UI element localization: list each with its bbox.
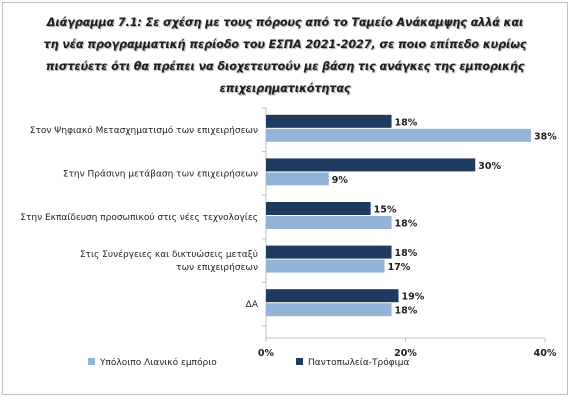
legend-label: Παντοπωλεία-Τρόφιμα [308,357,409,368]
bar [266,158,476,172]
x-tick-label: 20% [394,348,417,359]
legend-swatch [88,358,95,365]
category-label: Στις Συνέργειες και δικτυώσεις μεταξύ [80,249,258,260]
data-label: 18% [395,219,418,230]
category-label: Στον Ψηφιακό Μετασχηματισμό των επιχειρή… [30,125,258,136]
bar [266,202,371,215]
data-label: 38% [534,131,557,142]
bar [266,114,392,128]
bar [266,216,392,229]
data-label: 30% [478,161,501,172]
data-label: 18% [395,248,418,259]
category-label: Στην Εκπαίδευση προσωπικού στις νέες τεχ… [20,212,258,223]
data-label: 18% [395,117,418,128]
category-label: των επιχειρήσεων [176,263,258,273]
bar [266,303,392,317]
data-label: 19% [402,292,425,303]
bar [266,289,399,303]
bar [266,259,385,273]
bar [266,128,532,142]
chart-title: Διάγραμμα 7.1: Σε σχέση με τους πόρους α… [43,16,527,95]
legend-label: Υπόλοιπο Λιανικό εμπόριο [99,357,217,368]
x-tick-label: 0% [258,348,275,359]
chart-frame [2,2,568,395]
data-label: 18% [395,306,418,317]
category-label: ΔΑ [246,300,259,310]
bar [266,245,392,259]
legend-swatch [296,358,303,365]
bar [266,172,329,186]
category-label: Στην Πράσινη μετάβαση των επιχειρήσεων [63,169,258,179]
data-label: 17% [388,262,411,273]
data-label: 15% [374,205,397,216]
x-tick-label: 40% [534,348,557,359]
data-label: 9% [332,175,349,186]
